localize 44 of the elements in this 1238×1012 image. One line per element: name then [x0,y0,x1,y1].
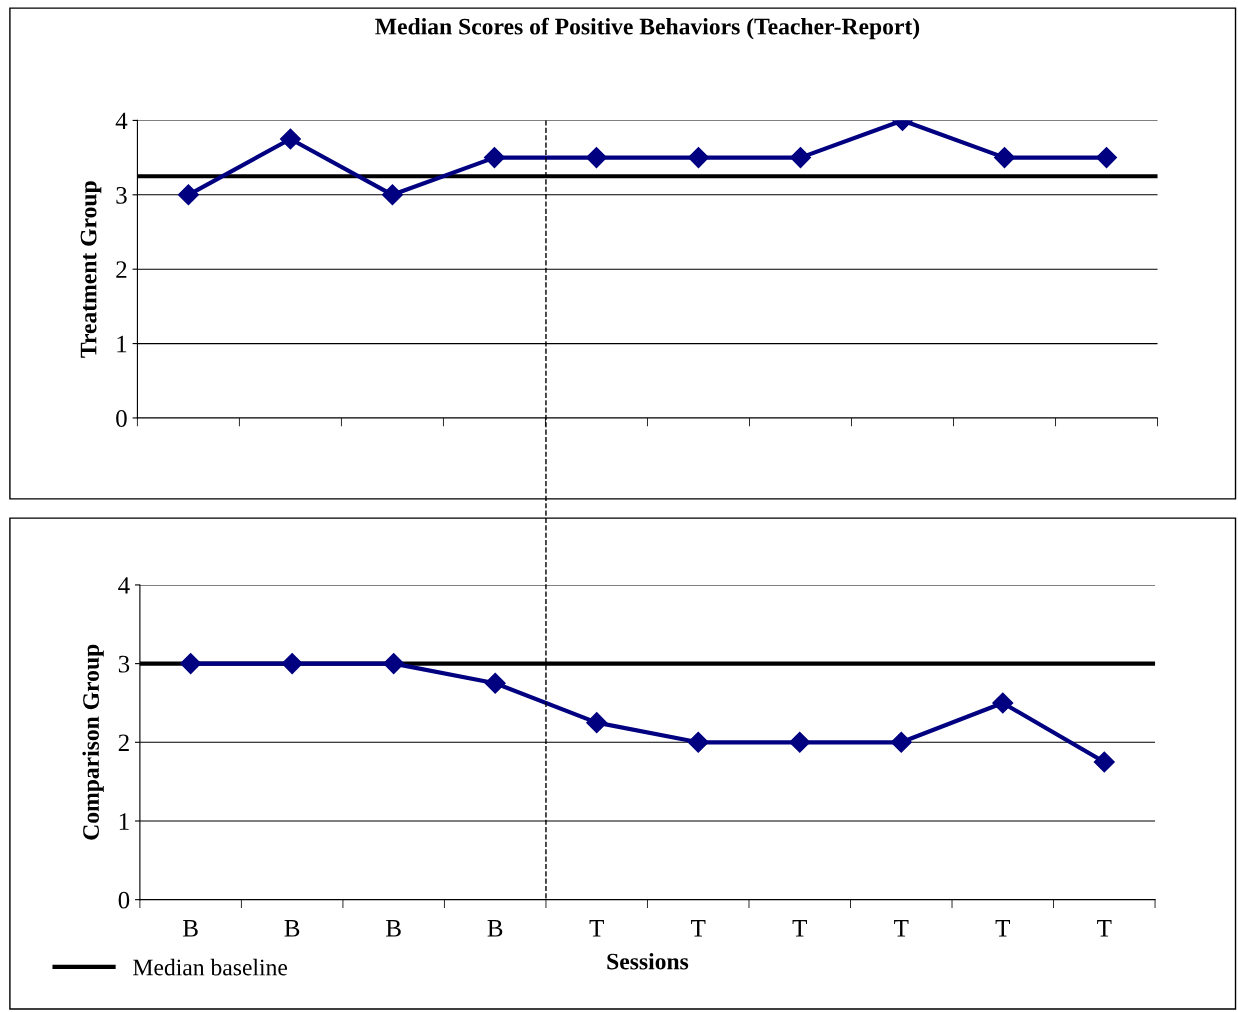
y-tick-label: 1 [119,813,129,830]
point [484,672,506,694]
y-tick-label: 3 [118,655,130,673]
point [281,653,303,675]
point [383,653,405,675]
point [585,147,607,169]
point [687,147,709,169]
point [180,653,202,675]
point [1096,147,1118,169]
y-tick-label: 0 [116,410,127,427]
y-tick-label: 2 [116,261,127,278]
point [890,731,912,753]
x-tick-label: T [589,920,604,937]
x-tick-label: T [995,920,1010,937]
y-tick-label: 3 [116,186,127,204]
point [586,712,608,734]
y-tick-label: 4 [115,112,128,130]
y-tick-label: 0 [118,891,130,909]
x-tick-label: T [792,920,807,937]
x-tick-label: B [284,920,300,937]
x-tick-label: T [691,920,706,937]
point [992,692,1014,714]
y-tick-label: 2 [118,734,129,751]
point [483,147,505,169]
x-tick-label: T [894,920,909,937]
y-axis-title: Comparison Group [82,644,104,840]
y-axis-title: Treatment Group [80,181,102,358]
point [687,731,709,753]
x-tick-label: B [183,920,198,937]
y-tick-label: 1 [117,335,127,353]
point [789,147,812,169]
point [381,184,403,206]
point [993,147,1016,169]
chart-title: Median Scores of Positive Behaviors (Teacher-Report) [375,17,920,40]
x-tick-label: T [1097,920,1112,937]
x-axis-title: Sessions [607,952,689,970]
point [789,731,811,753]
point [177,184,199,206]
x-tick-label: B [386,920,401,937]
y-tick-label: 4 [118,577,130,594]
x-tick-label: B [487,920,503,937]
point [1093,751,1115,773]
point [279,128,301,150]
legend-label: Median baseline [133,958,288,976]
